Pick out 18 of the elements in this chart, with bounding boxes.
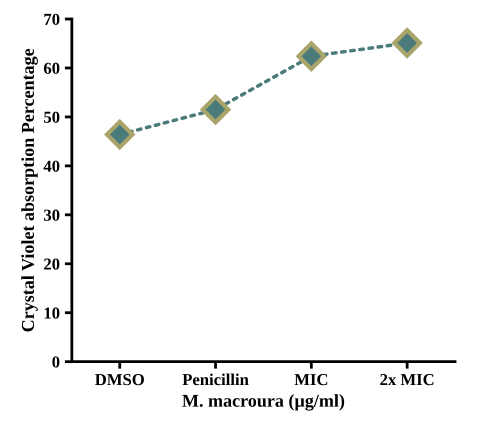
y-axis-title: Crystal Violet absorption Percentage bbox=[21, 48, 38, 332]
y-tick-label: 60 bbox=[44, 62, 60, 74]
y-tick-label: 10 bbox=[44, 307, 60, 319]
point bbox=[296, 41, 326, 72]
y-tick-label: 50 bbox=[44, 112, 60, 123]
y-tick-label: 20 bbox=[44, 258, 60, 270]
point bbox=[200, 94, 230, 124]
y-tick-label: 30 bbox=[44, 210, 60, 221]
x-tick-label: MIC bbox=[294, 374, 328, 386]
point bbox=[392, 28, 422, 58]
x-tick-label: 2x MIC bbox=[380, 374, 434, 386]
x-axis-title: M. macroura (µg/ml) bbox=[182, 394, 344, 411]
point bbox=[104, 120, 135, 150]
y-tick-label: 0 bbox=[52, 356, 60, 368]
x-tick-label: DMSO bbox=[95, 374, 144, 386]
y-tick-label: 40 bbox=[44, 160, 60, 172]
y-tick-label: 70 bbox=[44, 14, 60, 25]
x-tick-label: Penicillin bbox=[182, 373, 249, 386]
